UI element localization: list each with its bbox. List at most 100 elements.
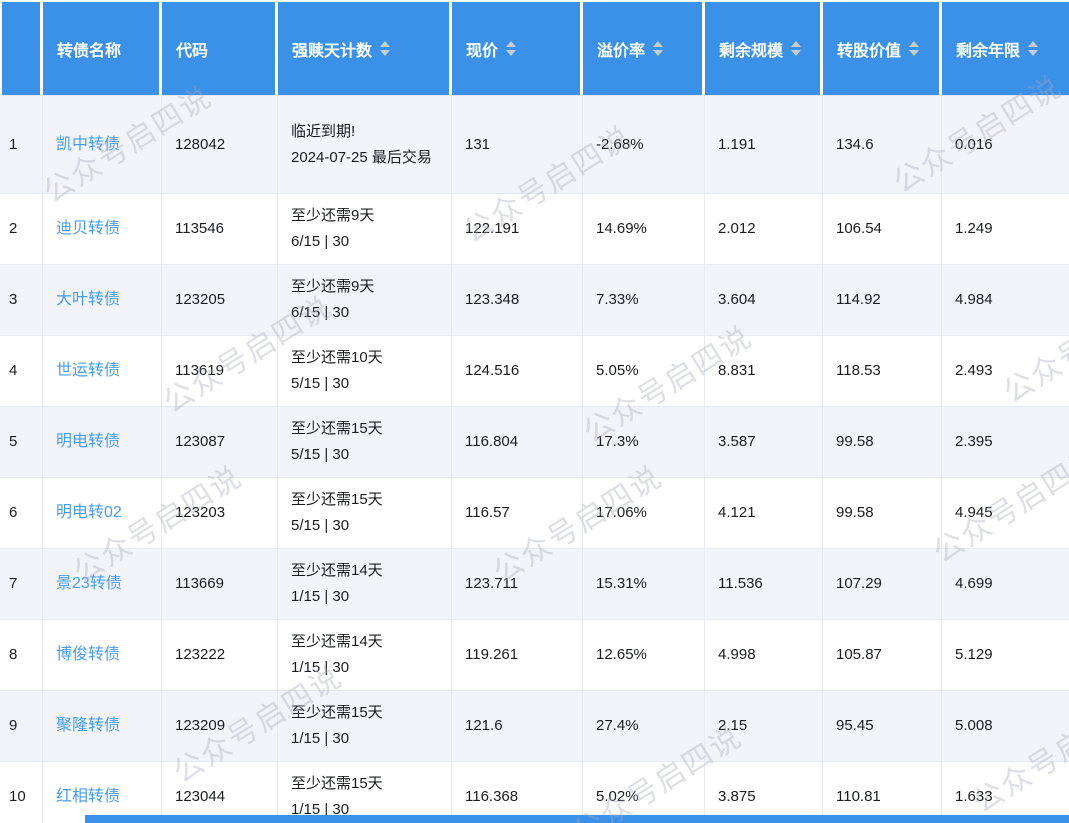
current-price-cell: 119.261	[452, 620, 583, 690]
row-index-cell: 7	[0, 549, 43, 619]
remaining-size-cell: 3.604	[705, 265, 823, 335]
header-premium-rate[interactable]: 溢价率	[583, 2, 705, 95]
bond-code-cell: 123087	[162, 407, 278, 477]
premium-rate-cell: 5.05%	[583, 336, 705, 406]
redeem-line1: 至少还需14天	[291, 562, 383, 579]
redeem-line1: 至少还需9天	[291, 207, 375, 224]
redeem-days-cell: 至少还需15天 5/15 | 30	[278, 407, 452, 477]
redeem-line2: 1/15 | 30	[291, 801, 350, 818]
sort-icon[interactable]	[653, 41, 664, 56]
bond-code-cell: 123203	[162, 478, 278, 548]
current-price-cell: 124.516	[452, 336, 583, 406]
redeem-days-cell: 至少还需9天 6/15 | 30	[278, 194, 452, 264]
sort-icon[interactable]	[791, 41, 802, 56]
table-row: 2 迪贝转债 113546 至少还需9天 6/15 | 30 122.191 1…	[0, 194, 1069, 265]
bond-code-cell: 113546	[162, 194, 278, 264]
bond-name-link[interactable]: 世运转债	[56, 362, 121, 379]
remaining-years-cell: 1.633	[955, 788, 993, 805]
conversion-value-cell: 99.58	[823, 407, 942, 477]
remaining-years-cell: 4.984	[955, 291, 993, 308]
bond-name-link[interactable]: 红相转债	[56, 788, 121, 805]
remaining-size-cell: 1.191	[705, 96, 823, 193]
row-index-cell: 9	[0, 691, 43, 761]
table-header-row: 转债名称 代码 强赎天计数 现价 溢价率 剩余规模 转股价值 剩余年限	[0, 2, 1069, 95]
header-code: 代码	[162, 2, 278, 95]
bond-name-cell: 世运转债	[43, 336, 162, 406]
bond-name-cell: 景23转债	[43, 549, 162, 619]
redeem-days-cell: 至少还需15天 5/15 | 30	[278, 478, 452, 548]
bond-name-link[interactable]: 大叶转债	[56, 291, 121, 308]
remaining-size-cell: 2.012	[705, 194, 823, 264]
header-remaining-size[interactable]: 剩余规模	[705, 2, 823, 95]
sort-icon[interactable]	[380, 41, 391, 56]
remaining-size-cell: 4.121	[705, 478, 823, 548]
premium-rate-cell: 5.02%	[583, 762, 705, 823]
redeem-days-cell: 至少还需15天 1/15 | 30	[278, 691, 452, 761]
table-row: 9 聚隆转债 123209 至少还需15天 1/15 | 30 121.6 27…	[0, 691, 1069, 762]
redeem-line2: 2024-07-25 最后交易	[291, 148, 432, 166]
sort-icon[interactable]	[1028, 41, 1039, 56]
row-index-cell: 6	[0, 478, 43, 548]
row-index-cell: 5	[0, 407, 43, 477]
header-current-price[interactable]: 现价	[452, 2, 583, 95]
header-label: 强赎天计数	[292, 42, 373, 60]
redeem-line2: 6/15 | 30	[291, 304, 350, 321]
conversion-value-cell: 95.45	[823, 691, 942, 761]
next-table-header-edge	[85, 815, 1069, 823]
alert-exclamation-icon: !	[351, 122, 356, 140]
row-index-cell: 1	[0, 96, 43, 193]
table-row: 7 景23转债 113669 至少还需14天 1/15 | 30 123.711…	[0, 549, 1069, 620]
header-label: 剩余规模	[719, 42, 784, 60]
bond-name-link[interactable]: 迪贝转债	[56, 220, 121, 237]
table-row: 8 博俊转债 123222 至少还需14天 1/15 | 30 119.261 …	[0, 620, 1069, 691]
header-label: 转债名称	[57, 42, 122, 60]
header-label: 代码	[176, 42, 209, 60]
header-conversion-value[interactable]: 转股价值	[823, 2, 942, 95]
premium-rate-cell: 27.4%	[583, 691, 705, 761]
current-price-cell: 123.711	[452, 549, 583, 619]
row-index-cell: 8	[0, 620, 43, 690]
remaining-years-cell: 2.395	[955, 433, 993, 450]
bond-name-cell: 大叶转债	[43, 265, 162, 335]
current-price-cell: 122.191	[452, 194, 583, 264]
remaining-size-cell: 3.587	[705, 407, 823, 477]
redeem-days-cell: 至少还需9天 6/15 | 30	[278, 265, 452, 335]
redeem-line1: 至少还需15天	[291, 420, 383, 437]
row-index-cell: 2	[0, 194, 43, 264]
sort-icon[interactable]	[909, 41, 920, 56]
bond-name-link[interactable]: 聚隆转债	[56, 717, 121, 734]
bond-name-link[interactable]: 凯中转债	[56, 135, 121, 153]
header-index	[0, 2, 43, 95]
redeem-line1: 至少还需15天	[291, 775, 383, 792]
redeem-days-cell: 至少还需10天 5/15 | 30	[278, 336, 452, 406]
header-redeem-days[interactable]: 强赎天计数	[278, 2, 452, 95]
header-remaining-years[interactable]: 剩余年限	[942, 2, 1069, 95]
remaining-size-cell: 11.536	[705, 549, 823, 619]
conversion-value-cell: 105.87	[823, 620, 942, 690]
sort-icon[interactable]	[506, 41, 517, 56]
redeem-line2: 5/15 | 30	[291, 517, 350, 534]
header-label: 剩余年限	[956, 42, 1021, 60]
remaining-years-cell: 1.249	[955, 220, 993, 237]
bond-name-link[interactable]: 明电转02	[56, 504, 122, 521]
bond-name-cell: 迪贝转债	[43, 194, 162, 264]
bond-name-cell: 聚隆转债	[43, 691, 162, 761]
bond-name-cell: 红相转债	[43, 762, 162, 823]
bond-code-cell: 123222	[162, 620, 278, 690]
conversion-value-cell: 107.29	[823, 549, 942, 619]
bond-code-cell: 113669	[162, 549, 278, 619]
premium-rate-cell: 17.06%	[583, 478, 705, 548]
redeem-line2: 1/15 | 30	[291, 588, 350, 605]
premium-rate-cell: 15.31%	[583, 549, 705, 619]
premium-rate-cell: -2.68%	[583, 96, 705, 193]
bond-name-link[interactable]: 博俊转债	[56, 646, 121, 663]
bond-name-link[interactable]: 景23转债	[56, 575, 122, 592]
remaining-years-cell: 2.493	[955, 362, 993, 379]
bond-name-link[interactable]: 明电转债	[56, 433, 121, 450]
redeem-line1: 至少还需9天	[291, 278, 375, 295]
bond-name-cell: 明电转02	[43, 478, 162, 548]
current-price-cell: 121.6	[452, 691, 583, 761]
redeem-line2: 1/15 | 30	[291, 730, 350, 747]
table-row: 4 世运转债 113619 至少还需10天 5/15 | 30 124.516 …	[0, 336, 1069, 407]
